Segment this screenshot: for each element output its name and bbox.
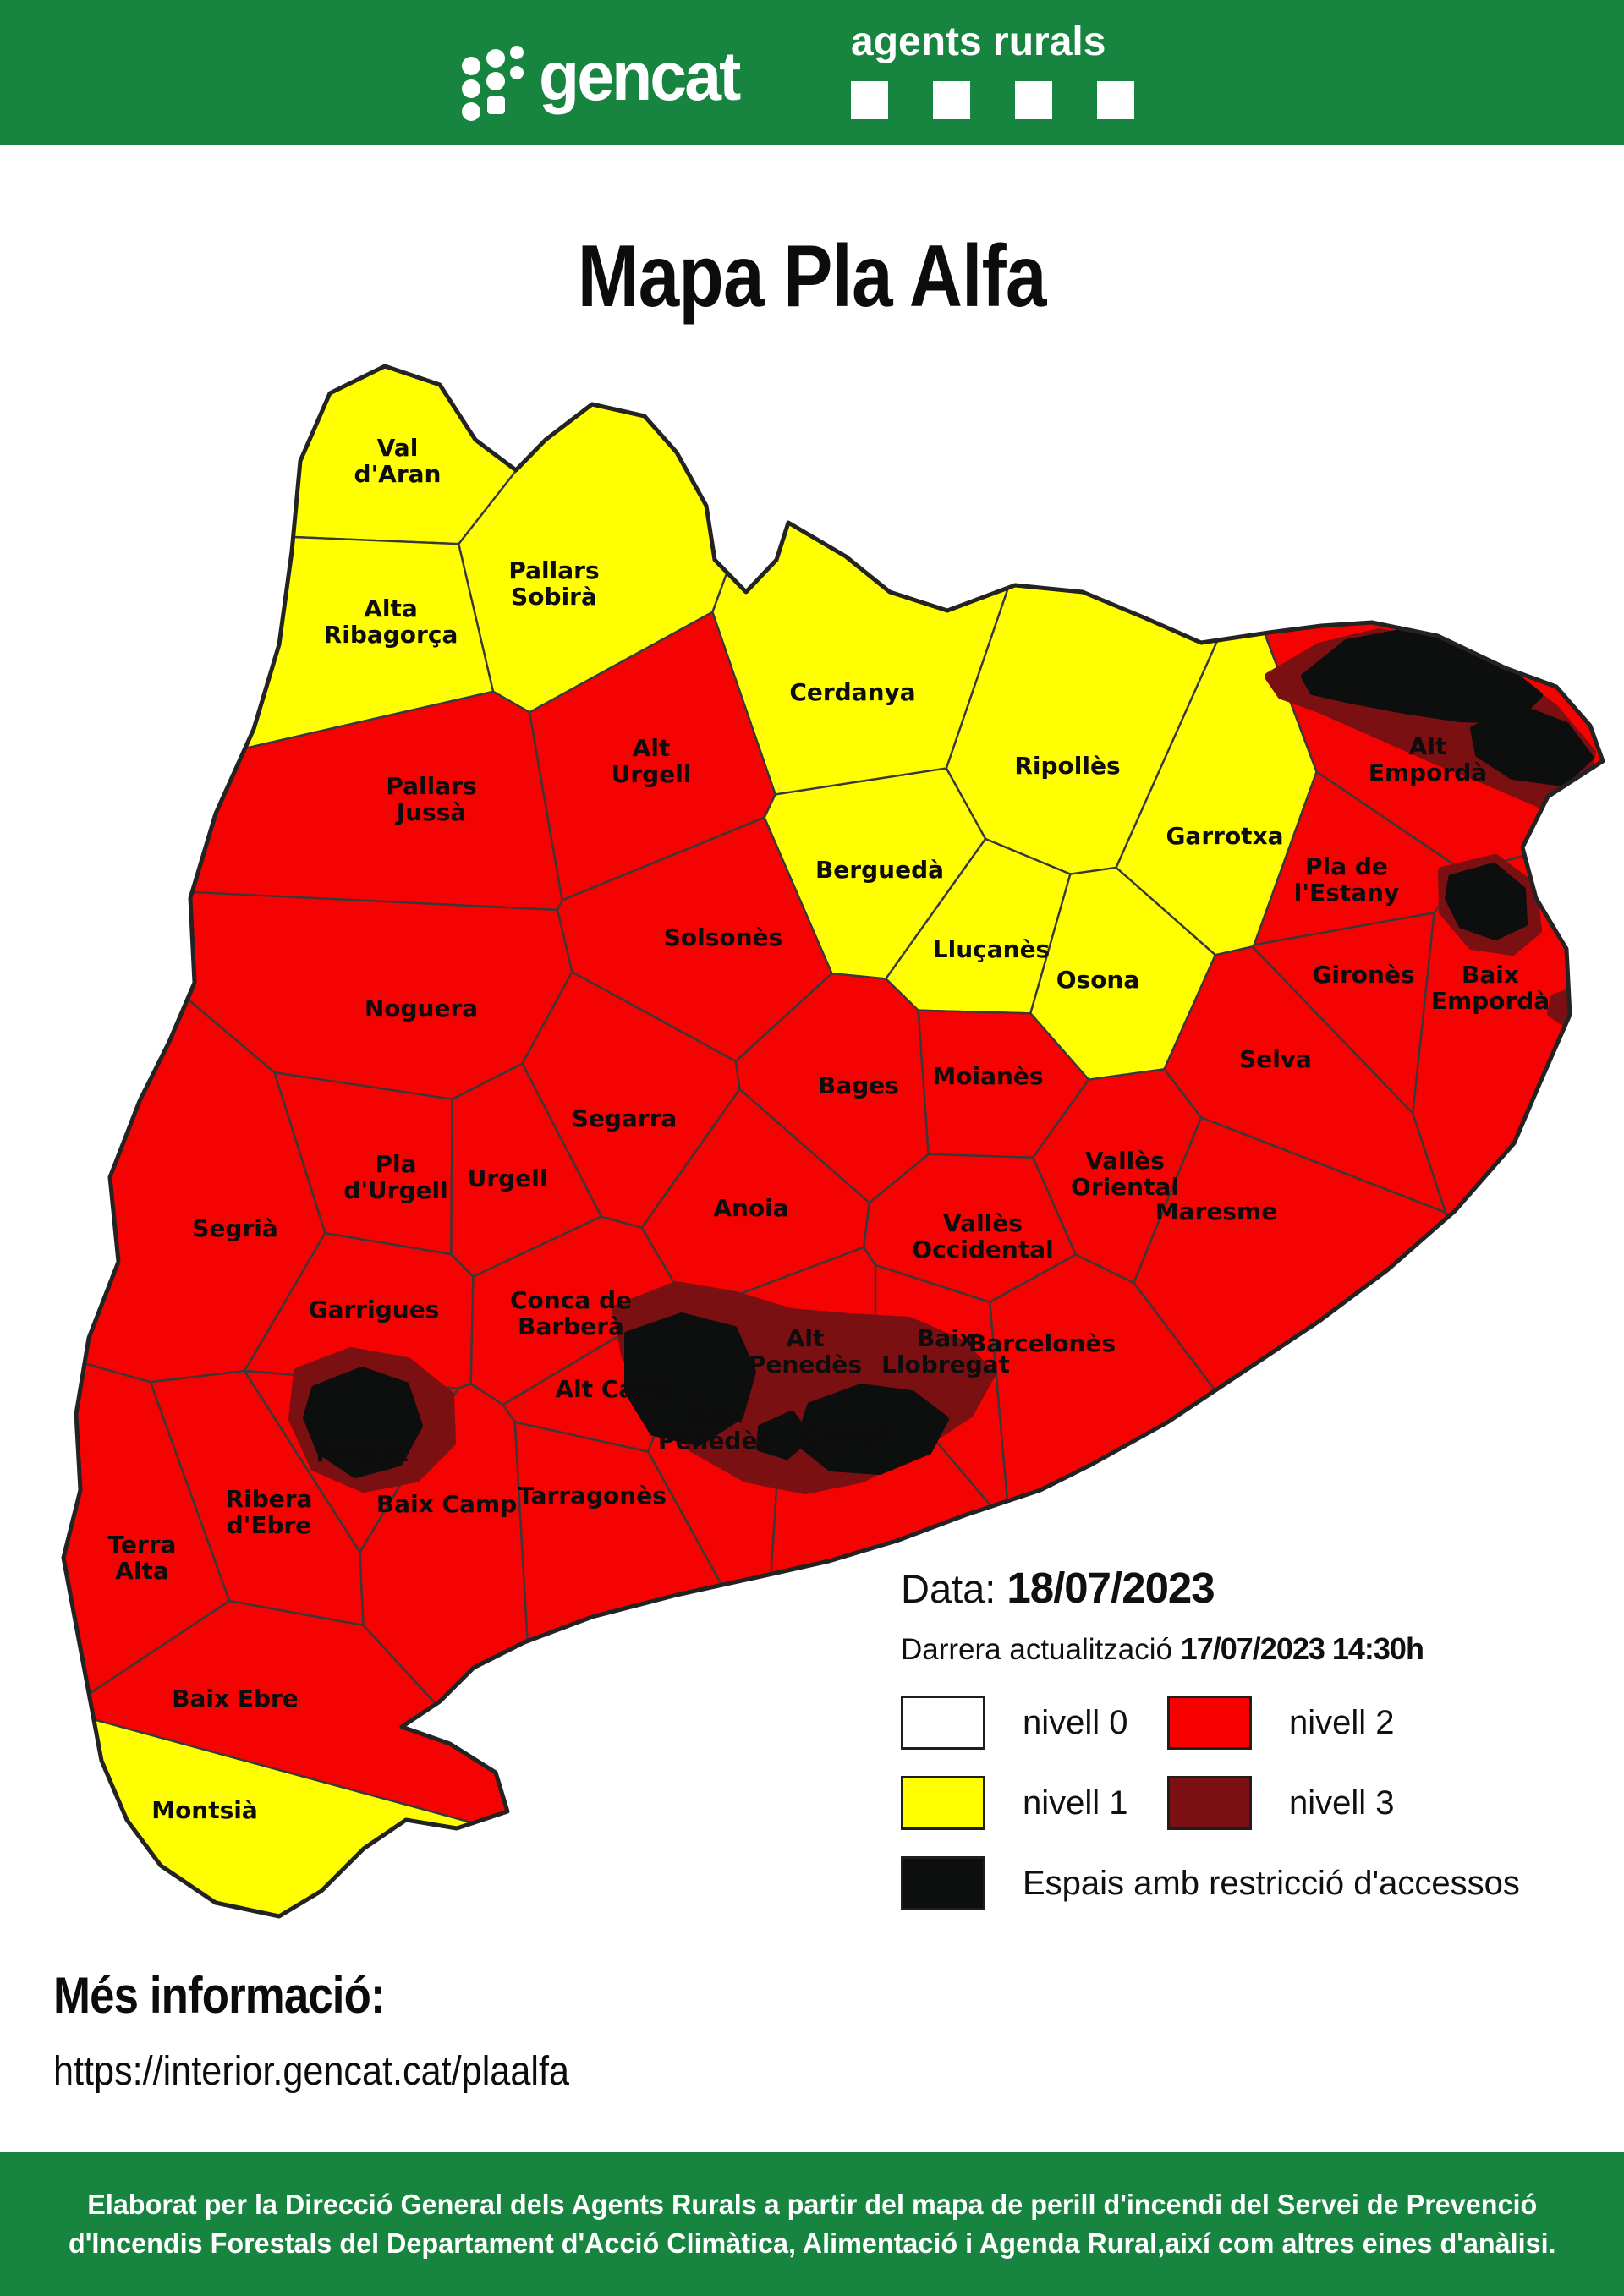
region-label-conca-de-barbera: Conca de Barberà — [510, 1286, 632, 1340]
region-label-valles-oriental: Vallès Oriental — [1071, 1147, 1179, 1201]
region-label-garrotxa: Garrotxa — [1166, 822, 1283, 850]
region-label-pallars-jussa: Pallars Jussà — [386, 772, 476, 826]
region-label-segria: Segrià — [192, 1214, 278, 1242]
legend-grid: nivell 0 nivell 2 nivell 1 nivell 3 Espa… — [901, 1696, 1520, 1910]
region-label-alt-urgell: Alt Urgell — [612, 734, 692, 788]
legend-label: nivell 3 — [1289, 1784, 1395, 1822]
footer-line-2: d'Incendis Forestals del Departament d'A… — [68, 2228, 1556, 2259]
date-value: 18/07/2023 — [1007, 1564, 1215, 1612]
region-label-pla-durgell: Pla d'Urgell — [343, 1150, 447, 1204]
legend-date: Data: 18/07/2023 — [901, 1563, 1520, 1613]
brand-square — [933, 81, 970, 119]
agents-rurals-label: agents rurals — [851, 19, 1106, 64]
region-label-baix-ebre: Baix Ebre — [172, 1685, 299, 1712]
region-label-alt-emporda: Alt Empordà — [1369, 732, 1487, 786]
legend-label: Espais amb restricció d'accessos — [1023, 1864, 1520, 1902]
region-label-valles-occidental: Vallès Occidental — [912, 1209, 1053, 1263]
region-label-baix-camp: Baix Camp — [376, 1490, 517, 1518]
gencat-wordmark: gencat — [539, 38, 741, 115]
title-wrap: Mapa Pla Alfa — [0, 227, 1624, 327]
region-label-ripolles: Ripollès — [1014, 752, 1120, 780]
legend-label: nivell 0 — [1023, 1703, 1128, 1741]
region-label-urgell: Urgell — [468, 1164, 548, 1192]
footer-bar: Elaborat per la Direcció General dels Ag… — [0, 2152, 1624, 2296]
footer-text: Elaborat per la Direcció General dels Ag… — [69, 2185, 1556, 2263]
legend-label: nivell 2 — [1289, 1703, 1395, 1741]
swatch-nivell-1 — [901, 1776, 985, 1830]
swatch-restricted — [901, 1856, 985, 1910]
region-label-terra-alta: Terra Alta — [108, 1531, 177, 1585]
swatch-nivell-3 — [1167, 1776, 1252, 1830]
region-label-noguera: Noguera — [365, 995, 478, 1022]
region-label-girones: Gironès — [1312, 961, 1414, 989]
region-label-pla-de-lestany: Pla de l'Estany — [1294, 852, 1399, 907]
region-label-garrigues: Garrigues — [309, 1296, 440, 1323]
region-label-barcelones: Barcelonès — [968, 1329, 1116, 1357]
header-bar: gencat agents rurals — [0, 0, 1624, 145]
region-label-maresme: Maresme — [1155, 1197, 1277, 1225]
legend-item-restricted: Espais amb restricció d'accessos — [901, 1856, 1520, 1910]
more-info-heading: Més informació: — [53, 1967, 386, 2024]
restricted-access-patch — [795, 1384, 949, 1475]
region-label-tarragones: Tarragonès — [518, 1482, 667, 1510]
page-title: Mapa Pla Alfa — [578, 227, 1047, 326]
region-label-montsia: Montsià — [151, 1796, 258, 1824]
region-label-bages: Bages — [818, 1071, 899, 1099]
region-label-llucanes: Lluçanès — [933, 935, 1050, 963]
region-label-anoia: Anoia — [713, 1194, 788, 1222]
swatch-nivell-0 — [901, 1696, 985, 1750]
region-label-solsones: Solsonès — [664, 923, 783, 951]
map-legend: Data: 18/07/2023 Darrera actualització 1… — [901, 1563, 1520, 1910]
restricted-access-patch — [756, 1411, 812, 1460]
region-label-selva: Selva — [1239, 1045, 1312, 1073]
restricted-access-patch — [303, 1367, 423, 1478]
region-label-moianes: Moianès — [932, 1062, 1043, 1090]
restricted-access-patch — [624, 1312, 756, 1446]
region-label-baix-penedes: Baix Penedès — [658, 1400, 771, 1455]
region-label-priorat: Priorat — [315, 1439, 408, 1467]
region-label-val-daran: Val d'Aran — [354, 434, 442, 488]
updated-label: Darrera actualització — [901, 1633, 1172, 1666]
region-label-garraf: Garraf — [804, 1422, 889, 1450]
gencat-logo-mark — [462, 46, 524, 121]
legend-item-nivell-0: nivell 0 — [901, 1696, 1167, 1750]
footer-line-1: Elaborat per la Direcció General dels Ag… — [87, 2188, 1537, 2220]
restricted-access-patch — [1470, 705, 1594, 786]
more-info-block: Més informació: https://interior.gencat.… — [53, 1966, 627, 2095]
region-label-segarra: Segarra — [572, 1104, 678, 1132]
gencat-logo: gencat — [461, 36, 747, 127]
legend-label: nivell 1 — [1023, 1784, 1128, 1822]
catalonia-outline — [61, 364, 1605, 1919]
region-label-baix-emporda: Baix Empordà — [1431, 961, 1550, 1015]
brand-square — [1097, 81, 1134, 119]
region-label-cerdanya: Cerdanya — [789, 678, 915, 706]
legend-item-nivell-1: nivell 1 — [901, 1776, 1167, 1830]
legend-item-nivell-3: nivell 3 — [1167, 1776, 1520, 1830]
region-label-ribera-debre: Ribera d'Ebre — [226, 1485, 313, 1539]
region-label-alt-penedes: Alt Penedès — [749, 1324, 862, 1378]
brand-square — [851, 81, 888, 119]
date-label: Data: — [901, 1566, 996, 1611]
region-label-alta-ribagorca: Alta Ribagorça — [324, 595, 458, 649]
more-info-url[interactable]: https://interior.gencat.cat/plaalfa — [53, 2049, 569, 2094]
agents-rurals-brand: agents rurals — [851, 22, 1179, 119]
comarca-pallars-jussa — [190, 690, 563, 912]
updated-value: 17/07/2023 14:30h — [1180, 1631, 1424, 1666]
brand-square — [1015, 81, 1052, 119]
region-label-osona: Osona — [1056, 966, 1140, 994]
legend-updated: Darrera actualització 17/07/2023 14:30h — [901, 1631, 1520, 1667]
agents-rurals-squares — [851, 81, 1179, 119]
restricted-access-patch — [1445, 863, 1528, 940]
swatch-nivell-2 — [1167, 1696, 1252, 1750]
region-label-alt-camp: Alt Camp — [555, 1375, 676, 1403]
region-label-baix-llobregat: Baix Llobregat — [881, 1324, 1010, 1378]
region-label-bergueda: Berguedà — [815, 856, 944, 884]
region-label-pallars-sobira: Pallars Sobirà — [508, 556, 599, 611]
legend-item-nivell-2: nivell 2 — [1167, 1696, 1520, 1750]
